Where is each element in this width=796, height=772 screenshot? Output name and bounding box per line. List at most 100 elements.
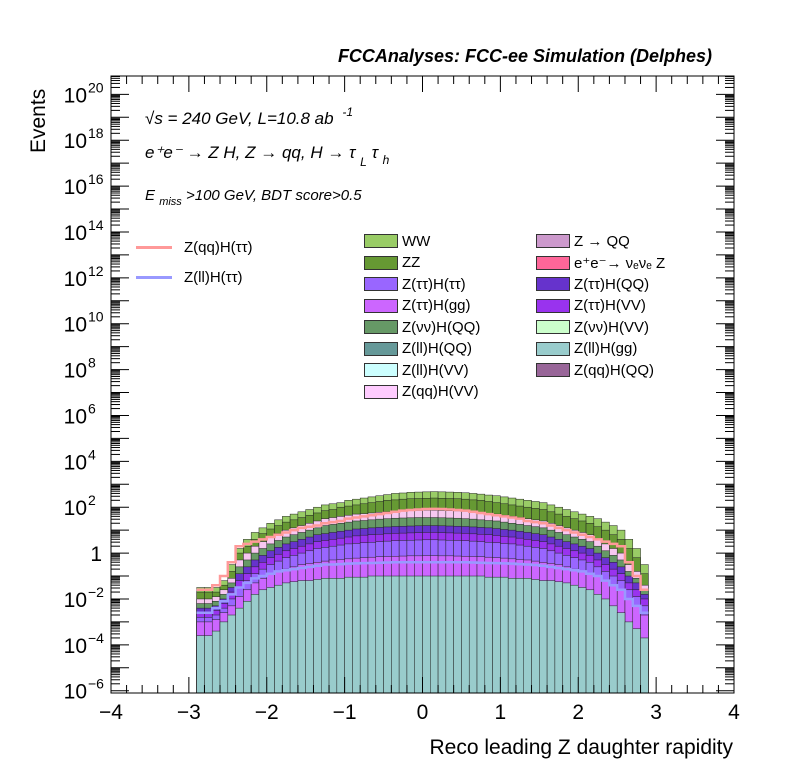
legend-color-swatch [536,341,570,356]
stacked-histogram-bars [196,491,649,694]
legend-signals: Z(qq)H(ττ) Z(ll)H(ττ) [136,238,336,298]
annotation-selection-cuts: >100 GeV, BDT score>0.5 [186,187,362,204]
y-tick-label: 10 [64,635,87,658]
histogram-bar [632,628,641,694]
annotation-tau2: τ [372,143,380,162]
legend-item: Z(ll)H(gg) [536,340,637,358]
y-tick-exponent: 8 [88,355,96,371]
annotation-tau-sub2: h [383,153,390,167]
legend-color-swatch [536,255,570,270]
histogram-bar [476,575,486,694]
legend-color-swatch [364,341,398,356]
y-tick-exponent: 18 [88,125,104,141]
y-tick-exponent: 2 [88,492,96,508]
histogram-bar [305,580,314,694]
legend-label: Z(νν)H(QQ) [402,318,481,336]
histogram-bar [539,580,548,694]
legend-item: Z(ττ)H(ττ) [364,275,466,293]
y-tick-exponent: 20 [88,79,104,95]
histogram-bar [531,579,540,694]
histogram-bar [523,578,532,694]
legend-backgrounds: WW Z → QQ ZZ e⁺e⁻→ νₑνₑ Z Z(ττ)H(ττ) Z(ττ)H(Q… [364,232,724,412]
y-tick-label: 10 [64,589,87,612]
histogram-bar [321,578,330,694]
histogram-bar [359,576,369,694]
x-axis-label: Reco leading Z daughter rapidity [429,736,733,759]
annotation-process-text: e⁺e⁻ → Z H, Z → qq, H → τ [145,143,357,162]
annotation-selection: E miss >100 GeV, BDT score>0.5 [145,187,362,209]
legend-label: e⁺e⁻→ νₑνₑ Z [574,254,666,272]
legend-item: ZZ [364,254,420,272]
legend-label: Z(ττ)H(ττ) [402,275,466,293]
x-tick-label: 2 [572,701,584,724]
y-tick-exponent: 6 [88,400,96,416]
y-tick-exponent: −6 [88,676,104,692]
histogram-bar [624,621,634,694]
histogram-bar [375,575,384,694]
annotation-emiss-e: E [145,187,156,204]
histogram-bar [430,575,439,694]
legend-item: Z(ll)H(VV) [364,361,469,379]
x-tick-label: −4 [99,701,123,724]
legend-label: Z(ll)H(ττ) [184,268,243,286]
legend-line-swatch [136,245,172,249]
y-tick-exponent: −2 [88,584,104,600]
histogram-bar [204,635,213,694]
histogram-bar [196,635,205,694]
histogram-bar [422,575,431,694]
histogram-bar [484,576,493,694]
y-axis-label: Events [27,89,50,153]
histogram-bar [437,575,447,694]
histogram-bar [609,605,618,694]
histogram-bar [570,584,579,694]
legend-label: Z(qq)H(VV) [402,383,479,400]
histogram-bar [313,579,322,694]
legend-label: WW [402,232,431,250]
legend-item: Z(qq)H(VV) [364,383,479,401]
annotation-lumi-exp: -1 [342,105,353,119]
annotation-process: e⁺e⁻ → Z H, Z → qq, H → τ L τ h [145,143,390,170]
y-tick-exponent: 4 [88,446,96,462]
histogram-bar [414,575,423,694]
y-tick-label: 10 [64,497,87,520]
y-tick-exponent: 10 [88,309,104,325]
y-tick-label: 10 [64,360,87,383]
y-tick-exponent: −4 [88,630,104,646]
legend-color-swatch [364,277,398,291]
y-tick-label: 10 [64,681,87,704]
legend-color-swatch [536,298,570,313]
histogram-bar [391,575,400,694]
histogram-bar [258,589,267,694]
legend-item: Z(qq)H(QQ) [536,361,654,379]
histogram-bar [507,578,517,694]
annotation-energy-lumi: √s = 240 GeV, L=10.8 ab -1 [145,105,353,128]
histogram-bar [445,575,454,694]
histogram-bar [352,576,361,694]
y-tick-label: 10 [64,314,87,337]
histogram-bar [344,576,353,694]
y-tick-exponent: 16 [88,171,104,187]
histogram-bar [398,575,408,694]
legend-label: Z(ττ)H(gg) [402,297,471,314]
y-tick-label: 1 [90,543,102,566]
histogram-bar [367,575,377,694]
histogram-bar [546,580,556,694]
histogram-bar [593,594,602,694]
legend-label: ZZ [402,254,421,271]
histogram-bar [515,578,524,694]
legend-item: Z(νν)H(QQ) [364,318,480,336]
annotation-tau-sub1: L [360,155,367,169]
legend-color-swatch [364,320,398,334]
histogram-bar [250,594,260,694]
legend-label: Z(qq)H(QQ) [574,361,654,379]
histogram-bar [585,589,595,694]
y-tick-exponent: 12 [88,263,104,279]
legend-color-swatch [536,277,570,291]
legend-label: Z → QQ [574,232,630,250]
stack-layer-8 [196,575,649,694]
histogram-bar [453,575,462,694]
x-tick-label: 0 [417,701,429,724]
legend-item: Z(ll)H(ττ) [136,268,243,286]
